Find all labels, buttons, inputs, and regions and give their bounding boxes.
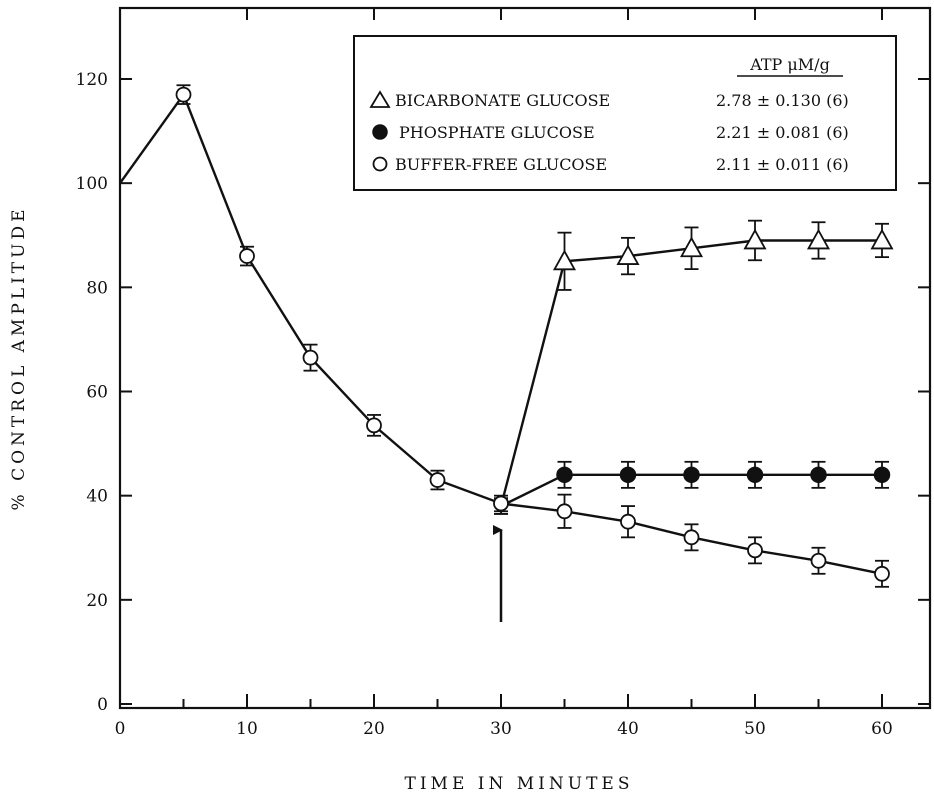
y-tick-label: 80 <box>86 278 108 298</box>
x-tick-label: 0 <box>115 719 126 739</box>
data-point-buffer-free <box>747 542 763 559</box>
x-tick-label: 20 <box>363 719 385 739</box>
y-axis-ticks: 0 20 40 60 80 100 120 <box>76 70 930 715</box>
series-layer <box>119 84 894 588</box>
y-tick-label: 0 <box>97 695 108 715</box>
data-point-buffer-free <box>556 503 573 520</box>
data-point-phosphate <box>746 466 764 484</box>
legend-label-bicarbonate: BICARBONATE GLUCOSE <box>395 91 610 110</box>
x-axis-ticks: 0 10 20 30 40 50 60 <box>115 8 893 739</box>
x-tick-label: 40 <box>617 719 639 739</box>
legend-label-buffer-free: BUFFER-FREE GLUCOSE <box>395 155 607 174</box>
legend-entry-buffer-free: BUFFER-FREE GLUCOSE 2.11 ± 0.011 (6) <box>372 155 849 174</box>
data-point-buffer-free <box>874 565 890 582</box>
legend: ATP μM/g BICARBONATE GLUCOSE 2.78 ± 0.13… <box>353 35 897 191</box>
legend-atp-bicarbonate: 2.78 ± 0.130 (6) <box>716 91 849 110</box>
data-point-bicarbonate <box>806 228 831 250</box>
data-point-buffer-free <box>620 513 636 530</box>
x-tick-label: 50 <box>744 719 766 739</box>
y-tick-label: 120 <box>76 70 108 90</box>
data-point-phosphate <box>619 466 637 484</box>
legend-box <box>353 35 897 191</box>
plot-frame <box>118 6 932 710</box>
data-point-buffer-free <box>429 472 446 488</box>
data-point-buffer-free <box>302 349 319 366</box>
legend-header: ATP μM/g <box>749 55 830 74</box>
data-point-buffer-free <box>683 529 700 546</box>
data-point-bicarbonate <box>552 249 577 271</box>
data-point-bicarbonate <box>616 244 640 265</box>
filled-circle-icon <box>372 124 388 140</box>
y-tick-label: 100 <box>76 174 108 194</box>
data-point-buffer-free <box>239 248 255 264</box>
data-point-phosphate <box>683 466 700 484</box>
legend-entry-phosphate: PHOSPHATE GLUCOSE 2.21 ± 0.081 (6) <box>372 123 849 142</box>
y-tick-label: 60 <box>86 383 108 403</box>
data-point-buffer-free <box>493 495 509 512</box>
data-point-buffer-free <box>810 552 827 569</box>
open-triangle-icon <box>369 90 391 108</box>
data-point-bicarbonate <box>870 228 894 250</box>
legend-atp-buffer-free: 2.11 ± 0.011 (6) <box>716 155 849 174</box>
data-point-buffer-free <box>366 417 382 434</box>
data-point-bicarbonate <box>743 228 767 250</box>
legend-entry-bicarbonate: BICARBONATE GLUCOSE 2.78 ± 0.130 (6) <box>369 90 849 110</box>
y-tick-label: 40 <box>86 487 108 507</box>
x-tick-label: 60 <box>871 719 893 739</box>
legend-atp-phosphate: 2.21 ± 0.081 (6) <box>716 123 849 142</box>
x-axis-title: TIME IN MINUTES <box>405 774 634 794</box>
data-point-buffer-free <box>175 86 192 103</box>
legend-label-phosphate: PHOSPHATE GLUCOSE <box>399 123 595 142</box>
data-point-phosphate <box>556 466 573 484</box>
open-circle-icon <box>372 156 388 172</box>
y-axis-title: % CONTROL AMPLITUDE <box>9 206 29 511</box>
x-tick-label: 30 <box>490 719 512 739</box>
y-tick-label: 20 <box>86 591 108 611</box>
data-point-bicarbonate <box>679 236 704 258</box>
data-point-phosphate <box>810 466 827 484</box>
x-tick-label: 10 <box>236 719 258 739</box>
data-point-phosphate <box>873 466 891 484</box>
